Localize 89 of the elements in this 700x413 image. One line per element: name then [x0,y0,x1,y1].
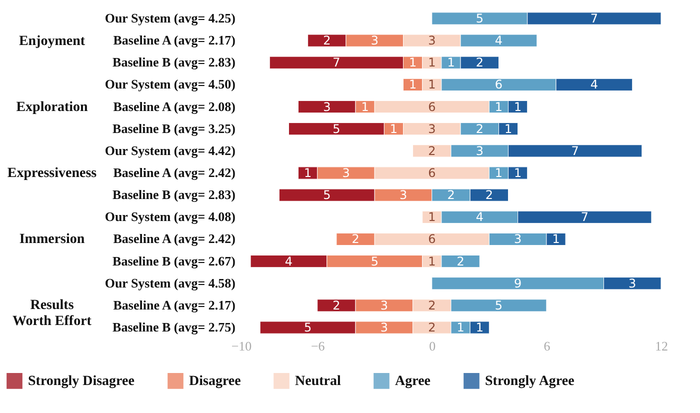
data-label: 1 [361,100,369,114]
data-label: 1 [494,166,503,180]
data-label: 1 [409,78,417,92]
data-label: 1 [304,166,312,180]
data-label: 1 [428,210,436,224]
data-label: 5 [476,11,484,26]
data-label: 2 [428,298,436,312]
data-label: 7 [580,210,588,224]
data-label: 2 [332,298,340,312]
y-tick-label: Baseline A (avg= 2.17) [113,297,236,312]
data-label: 3 [380,298,388,312]
data-label: 1 [552,232,560,246]
data-label: 2 [447,188,455,202]
data-label: 6 [428,232,436,246]
data-label: 3 [342,166,350,180]
y-tick-label: Our System (avg= 4.25) [104,10,236,26]
data-label: 2 [352,232,360,246]
legend-label: Neutral [295,374,341,389]
data-label: 1 [494,100,503,114]
y-tick-label: Baseline A (avg= 2.17) [113,32,236,48]
text: Expressiveness [7,166,98,181]
text: Exploration [16,100,88,115]
data-label: 1 [514,166,522,180]
data-label: 7 [571,144,579,158]
y-tick-label: Baseline B (avg= 2.75) [112,320,236,335]
data-label: 2 [476,56,484,70]
data-label: 1 [476,320,484,335]
data-label: 1 [447,56,455,70]
data-label: 5 [323,188,331,202]
y-tick-label: Our System (avg= 4.42) [104,142,236,158]
data-label: 4 [284,254,293,268]
x-tick-label: −6 [310,338,326,354]
data-label: 5 [494,298,503,312]
data-label: 1 [428,78,436,92]
data-label: 2 [323,34,331,48]
data-label: 1 [504,122,512,136]
data-label: 4 [590,78,598,92]
data-label: 6 [428,100,436,114]
y-tick-label: Baseline B (avg= 2.83) [112,54,236,70]
x-tick-label: 12 [655,338,668,354]
y-tick-label: Baseline A (avg= 2.42) [113,165,236,180]
data-label: 2 [485,188,493,202]
legend-label: Agree [395,374,430,389]
y-tick-label: Baseline A (avg= 2.08) [113,98,236,114]
data-label: 7 [332,56,340,70]
data-label: 3 [399,188,408,202]
y-tick-label: Baseline B (avg= 2.67) [112,253,236,268]
data-label: 3 [514,232,522,246]
data-label: 1 [428,56,436,70]
y-tick-label: Our System (avg= 4.08) [104,209,236,224]
data-label: 4 [494,34,503,48]
data-label: 2 [428,144,436,158]
data-label: 7 [590,11,598,26]
x-tick-label: 0 [429,338,436,354]
data-label: 3 [323,100,331,114]
data-label: 1 [456,320,464,335]
data-label: 3 [370,34,378,48]
y-tick-label: Baseline A (avg= 2.42) [113,231,236,246]
data-label: 3 [428,34,436,48]
data-label: 3 [380,320,388,335]
legend-label: Disagree [189,374,241,389]
y-tick-label: Our System (avg= 4.58) [104,275,236,290]
data-label: 1 [409,56,417,70]
data-label: 1 [390,122,398,136]
legend-label: Strongly Disagree [28,374,134,389]
data-label: 6 [428,166,436,180]
y-tick-label: Baseline B (avg= 3.25) [112,120,236,136]
text: Immersion [19,232,85,247]
x-tick-label: 6 [544,338,551,354]
data-label: 2 [456,254,464,268]
data-label: 5 [370,254,378,268]
data-label: 3 [476,144,484,158]
data-label: 5 [304,320,312,335]
data-label: 4 [476,210,484,224]
data-label: 3 [428,122,436,136]
y-tick-label: Baseline B (avg= 2.83) [112,187,236,202]
data-label: 9 [514,276,522,290]
legend-label: Strongly Agree [485,374,574,389]
text: Enjoyment [18,34,86,49]
x-tick-label: −10 [231,338,252,354]
y-tick-label: Our System (avg= 4.50) [104,76,236,92]
data-label: 1 [428,254,436,268]
data-label: 2 [476,122,484,136]
data-label: 1 [514,100,522,114]
data-label: 2 [428,320,436,335]
data-label: 6 [494,78,503,92]
data-label: 3 [628,276,636,290]
text: Results Worth Effort [12,298,92,329]
data-label: 5 [332,122,340,136]
